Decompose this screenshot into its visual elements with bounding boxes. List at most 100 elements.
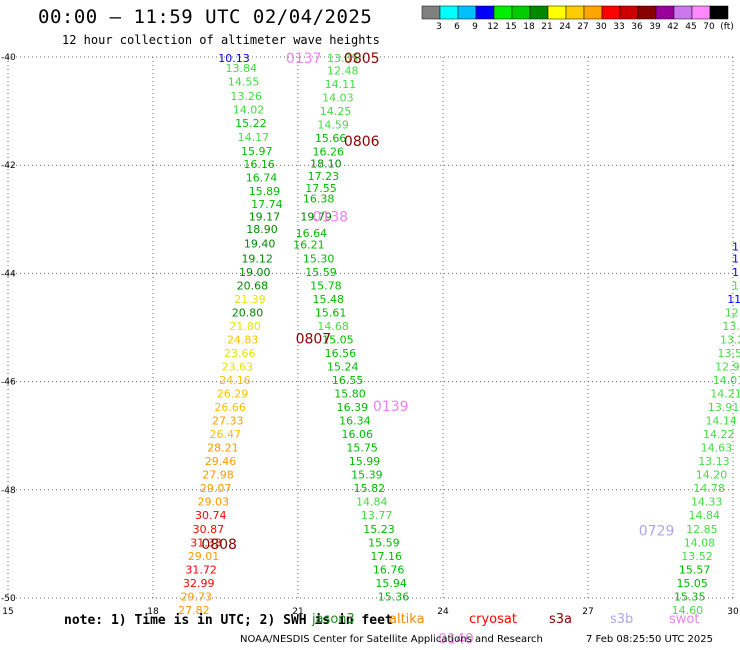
x-tick-label: 30	[727, 607, 739, 617]
data-point-label: 16.64	[296, 227, 328, 240]
data-point-label: 20.80	[232, 306, 263, 319]
data-point-label: 15.59	[368, 536, 400, 549]
data-point-label: 14.78	[693, 482, 725, 495]
data-point-label: 15.94	[375, 577, 407, 590]
y-tick-label: -46	[1, 378, 16, 388]
data-point-label: 15.97	[241, 145, 273, 158]
x-tick-label: 18	[147, 607, 159, 617]
footer-timestamp: 7 Feb 08:25:50 UTC 2025	[586, 634, 713, 645]
data-point-label: 16.56	[325, 347, 357, 360]
data-point-label: 12.90	[715, 360, 740, 373]
pass-label: 0139	[373, 399, 409, 415]
data-point-label: 15.24	[327, 360, 359, 373]
data-point-label: 12.33	[725, 306, 740, 319]
data-point-label: 30.87	[193, 523, 225, 536]
data-point-label: 11.87	[727, 293, 740, 306]
data-point-label: 14.08	[684, 536, 716, 549]
y-tick-label: -40	[1, 53, 16, 63]
pass-label: 0807	[296, 331, 332, 347]
data-point-label: 13.58	[718, 347, 740, 360]
data-point-label: 16.34	[339, 415, 371, 428]
chart-subtitle: 12 hour collection of altimeter wave hei…	[62, 33, 380, 47]
data-point-label: 14.55	[228, 75, 260, 88]
data-point-label: 19.40	[244, 238, 276, 251]
data-point-label: 14.60	[672, 604, 704, 617]
data-point-label: 16.26	[313, 146, 345, 159]
data-point-label: 17.55	[305, 182, 337, 195]
data-point-label: 24.83	[227, 333, 259, 346]
data-point-label: 15.82	[354, 482, 386, 495]
data-point-label: 14.59	[317, 119, 349, 132]
data-point-label: 16.21	[293, 239, 325, 252]
data-point-label: 14.84	[689, 509, 721, 522]
data-point-label: 15.35	[674, 590, 706, 603]
data-point-label: 16.55	[332, 374, 364, 387]
data-point-label: 15.30	[303, 252, 335, 265]
data-point-label: 31.33	[190, 536, 222, 549]
data-point-label: 16.76	[373, 563, 405, 576]
satellite-legend-swot: swot	[669, 612, 700, 627]
data-point-label: 29.03	[197, 496, 229, 509]
color-scale-tick: 6	[454, 22, 460, 32]
data-point-label: 16.06	[342, 428, 374, 441]
data-point-label: 13.52	[681, 550, 713, 563]
data-point-label: 14.68	[317, 320, 349, 333]
data-point-label: 26.47	[210, 428, 242, 441]
satellite-legend-jason3: jason3	[312, 612, 355, 627]
data-point-label: 17.16	[371, 550, 403, 563]
y-tick-label: -48	[1, 486, 16, 496]
data-point-label: 32.99	[183, 577, 215, 590]
x-tick-label: 27	[582, 607, 593, 617]
data-point-label: 11.	[732, 266, 740, 279]
data-point-label: 18.90	[246, 223, 277, 236]
data-point-label: 14.84	[356, 496, 388, 509]
color-scale-tick: 24	[559, 22, 571, 32]
data-point-label: 15.36	[378, 590, 410, 603]
data-point-label: 14.22	[703, 428, 735, 441]
color-scale-tick: 12	[487, 22, 498, 32]
data-point-label: 26.66	[214, 401, 246, 414]
color-scale-swatch	[709, 5, 729, 20]
data-point-label: 10.13	[218, 52, 250, 65]
data-point-label: 12.7	[732, 279, 740, 292]
color-scale-tick: 45	[685, 22, 696, 32]
data-point-label: 13.35	[327, 52, 359, 65]
data-point-label: 15.22	[235, 117, 267, 130]
chart-title: 00:00 – 11:59 UTC 02/04/2025	[38, 6, 373, 28]
data-point-label: 19.79	[300, 211, 332, 224]
data-point-label: 27.98	[202, 469, 234, 482]
pass-label: 0729	[639, 523, 675, 539]
data-point-label: 15.61	[315, 306, 347, 319]
data-point-label: 29.07	[200, 482, 232, 495]
pass-label: 0805	[344, 51, 380, 67]
satellite-legend-s3a: s3a	[549, 612, 573, 627]
color-scale-tick: 33	[613, 22, 624, 32]
data-point-label: 16.74	[246, 172, 277, 185]
footer-note: note: 1) Time is in UTC; 2) SWH is in fe…	[64, 613, 393, 628]
data-point-label: 14.17	[238, 131, 269, 144]
data-point-label: 14.01	[713, 374, 740, 387]
data-point-label: 15.89	[249, 185, 281, 198]
color-scale-tick: (ft)	[720, 22, 734, 32]
pass-label: 0808	[201, 537, 237, 553]
pass-label: 0140	[438, 632, 474, 648]
data-point-label: 13.84	[226, 62, 258, 75]
data-point-label: 20.68	[237, 279, 269, 292]
data-point-label: 13.19	[722, 320, 740, 333]
data-point-label: 19.17	[249, 211, 281, 224]
color-scale-tick: 21	[541, 22, 552, 32]
color-scale-tick: 30	[595, 22, 607, 32]
color-scale-tick: 39	[649, 22, 661, 32]
data-point-label: 15.80	[334, 388, 366, 401]
data-point-label: 27.82	[178, 604, 210, 617]
data-point-label: 15.57	[679, 563, 711, 576]
data-point-label: 14.63	[701, 442, 733, 455]
data-point-label: 15.48	[313, 293, 345, 306]
x-tick-label: 15	[2, 607, 13, 617]
data-point-label: 15.05	[676, 577, 708, 590]
swh-color-scale: 3 6 9 12 15 18 21 24 27 30 33 36 39 42 45 70 (ft)	[421, 5, 734, 32]
data-point-label: 15.05	[322, 333, 354, 346]
data-point-label: 21.80	[229, 320, 261, 333]
data-point-label: 16.39	[337, 401, 369, 414]
